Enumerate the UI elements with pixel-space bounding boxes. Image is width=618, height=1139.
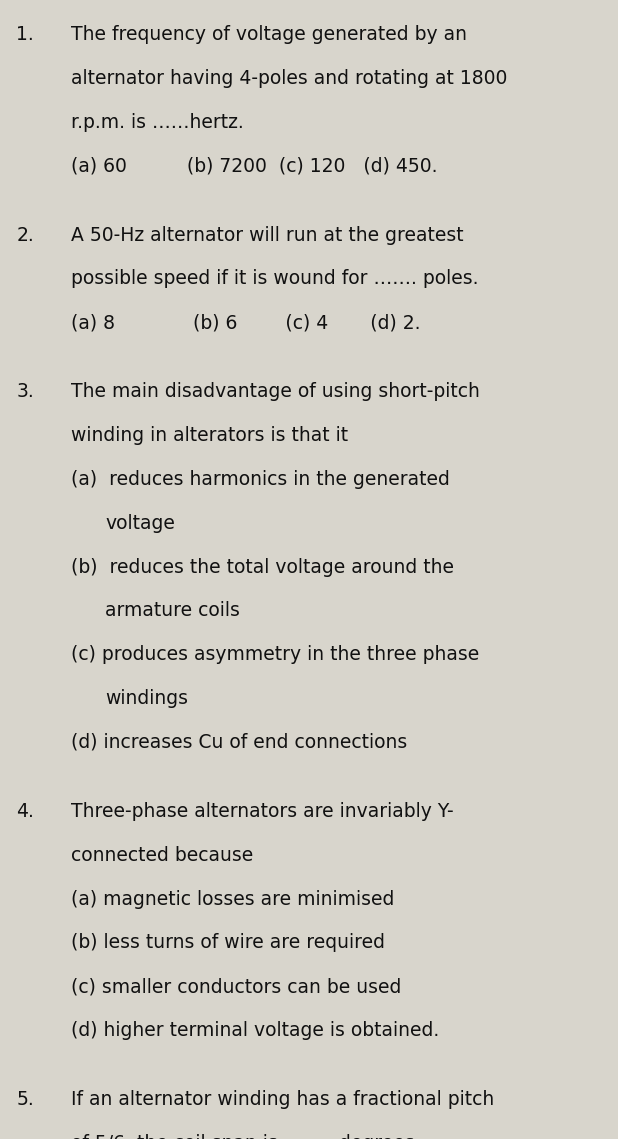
Text: (d) increases Cu of end connections: (d) increases Cu of end connections xyxy=(71,732,407,752)
Text: 4.: 4. xyxy=(16,802,34,821)
Text: (c) produces asymmetry in the three phase: (c) produces asymmetry in the three phas… xyxy=(71,645,480,664)
Text: r.p.m. is ……hertz.: r.p.m. is ……hertz. xyxy=(71,113,244,132)
Text: (a) magnetic losses are minimised: (a) magnetic losses are minimised xyxy=(71,890,394,909)
Text: A 50-Hz alternator will run at the greatest: A 50-Hz alternator will run at the great… xyxy=(71,226,464,245)
Text: of 5/6, the coil span is …….. degrees.: of 5/6, the coil span is …….. degrees. xyxy=(71,1133,421,1139)
Text: winding in alterators is that it: winding in alterators is that it xyxy=(71,426,348,445)
Text: alternator having 4-poles and rotating at 1800: alternator having 4-poles and rotating a… xyxy=(71,68,507,88)
Text: (c) smaller conductors can be used: (c) smaller conductors can be used xyxy=(71,977,402,997)
Text: The main disadvantage of using short-pitch: The main disadvantage of using short-pit… xyxy=(71,382,480,401)
Text: 2.: 2. xyxy=(16,226,34,245)
Text: The frequency of voltage generated by an: The frequency of voltage generated by an xyxy=(71,25,467,44)
Text: (d) higher terminal voltage is obtained.: (d) higher terminal voltage is obtained. xyxy=(71,1021,439,1040)
Text: 5.: 5. xyxy=(16,1090,34,1109)
Text: (a) 8             (b) 6        (c) 4       (d) 2.: (a) 8 (b) 6 (c) 4 (d) 2. xyxy=(71,313,421,333)
Text: (b) less turns of wire are required: (b) less turns of wire are required xyxy=(71,933,385,952)
Text: (b)  reduces the total voltage around the: (b) reduces the total voltage around the xyxy=(71,557,454,576)
Text: possible speed if it is wound for ……. poles.: possible speed if it is wound for ……. po… xyxy=(71,269,478,288)
Text: (a)  reduces harmonics in the generated: (a) reduces harmonics in the generated xyxy=(71,469,450,489)
Text: 3.: 3. xyxy=(16,382,34,401)
Text: 1.: 1. xyxy=(16,25,34,44)
Text: If an alternator winding has a fractional pitch: If an alternator winding has a fractiona… xyxy=(71,1090,494,1109)
Text: connected because: connected because xyxy=(71,845,253,865)
Text: (a) 60          (b) 7200  (c) 120   (d) 450.: (a) 60 (b) 7200 (c) 120 (d) 450. xyxy=(71,156,438,175)
Text: voltage: voltage xyxy=(105,514,175,533)
Text: Three-phase alternators are invariably Y-: Three-phase alternators are invariably Y… xyxy=(71,802,454,821)
Text: armature coils: armature coils xyxy=(105,601,240,621)
Text: windings: windings xyxy=(105,689,188,708)
